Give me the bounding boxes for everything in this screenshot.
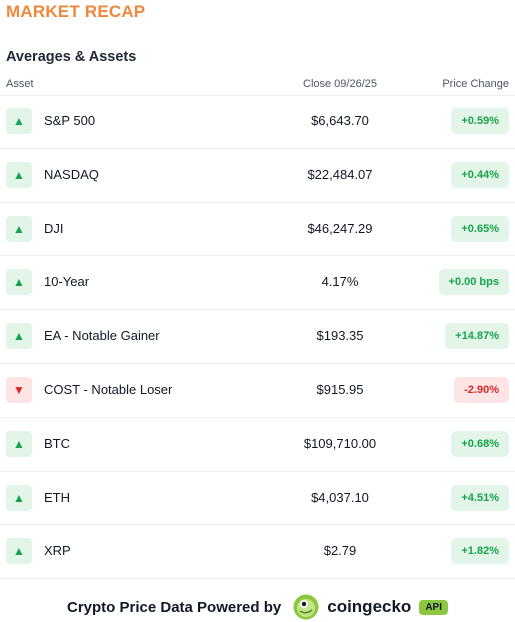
close-price: $22,484.07 — [307, 166, 373, 182]
asset-name: 10-Year — [44, 274, 90, 290]
close-price: $915.95 — [316, 381, 364, 397]
arrow-up-icon: ▲ — [6, 108, 32, 134]
header-divider — [0, 95, 515, 96]
asset-table: ▲ S&P 500 $6,643.70 +0.59% ▲ NASDAQ $22,484.07… — [0, 95, 515, 580]
price-change-badge: +0.00 bps — [438, 269, 509, 296]
coingecko-brand: coingecko — [327, 597, 412, 616]
table-row: ▲ 10-Year 4.17% +0.00 bps — [0, 256, 515, 311]
close-price: $6,643.70 — [311, 113, 369, 128]
close-price: $46,247.29 — [307, 220, 373, 236]
price-change-badge: +0.59% — [451, 108, 509, 134]
arrow-up-icon: ▲ — [6, 269, 32, 296]
arrow-up-icon: ▲ — [6, 484, 32, 511]
section-title: Averages & Assets — [6, 49, 137, 65]
price-change-badge: +0.65% — [451, 215, 509, 242]
column-header-change: Price Change — [442, 78, 509, 90]
price-change-badge: +1.82% — [451, 538, 509, 565]
arrow-up-icon: ▲ — [6, 161, 32, 188]
close-price: 4.17% — [321, 274, 359, 290]
table-row: ▼ COST - Notable Loser $915.95 -2.90% — [0, 364, 515, 418]
footer-text: Crypto Price Data Powered by — [67, 598, 282, 616]
arrow-up-icon: ▲ — [6, 215, 32, 242]
table-row: ▲ EA - Notable Gainer $193.35 +14.87% — [0, 310, 515, 364]
price-change-badge: +4.51% — [451, 484, 509, 511]
asset-name: S&P 500 — [44, 113, 96, 128]
page-title: MARKET RECAP — [6, 2, 146, 21]
table-row: ▲ XRP $2.79 +1.82% — [0, 525, 515, 580]
arrow-up-icon: ▲ — [6, 538, 32, 565]
price-change-badge: +14.87% — [445, 323, 509, 350]
table-row: ▲ S&P 500 $6,643.70 +0.59% — [0, 95, 515, 149]
table-row: ▲ BTC $109,710.00 +0.68% — [0, 418, 515, 472]
table-row: ▲ ETH $4,037.10 +4.51% — [0, 472, 515, 526]
arrow-up-icon: ▲ — [6, 430, 32, 457]
close-price: $109,710.00 — [303, 435, 377, 451]
close-price: $193.35 — [316, 328, 364, 344]
close-price: $2.79 — [323, 543, 357, 559]
price-change-badge: -2.90% — [454, 376, 509, 403]
arrow-up-icon: ▲ — [6, 323, 32, 350]
asset-name: ETH — [44, 489, 70, 505]
asset-name: BTC — [44, 435, 70, 451]
asset-name: EA - Notable Gainer — [44, 328, 160, 344]
table-row: ▲ NASDAQ $22,484.07 +0.44% — [0, 149, 515, 203]
price-change-badge: +0.68% — [451, 430, 509, 457]
api-badge: API — [419, 599, 448, 615]
asset-name: XRP — [44, 543, 71, 559]
arrow-down-icon: ▼ — [6, 376, 32, 403]
table-row: ▲ DJI $46,247.29 +0.65% — [0, 203, 515, 257]
coingecko-logo-icon — [293, 594, 319, 620]
footer: Crypto Price Data Powered by coingecko A… — [0, 592, 515, 622]
price-change-badge: +0.44% — [451, 161, 509, 188]
close-price: $4,037.10 — [311, 489, 369, 505]
column-header-asset: Asset — [6, 78, 34, 90]
column-header-close: Close 09/26/25 — [303, 78, 377, 90]
asset-name: DJI — [44, 220, 64, 236]
asset-name: COST - Notable Loser — [44, 381, 173, 397]
asset-name: NASDAQ — [44, 166, 99, 182]
